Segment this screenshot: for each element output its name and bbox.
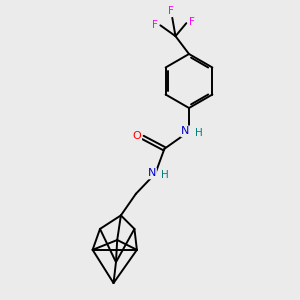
Text: H: H [161,170,169,180]
Text: H: H [195,128,203,138]
Text: F: F [168,6,174,16]
Text: F: F [152,20,158,30]
Text: O: O [132,131,141,141]
Text: N: N [181,126,190,136]
Text: F: F [189,17,195,27]
Text: N: N [148,168,156,178]
